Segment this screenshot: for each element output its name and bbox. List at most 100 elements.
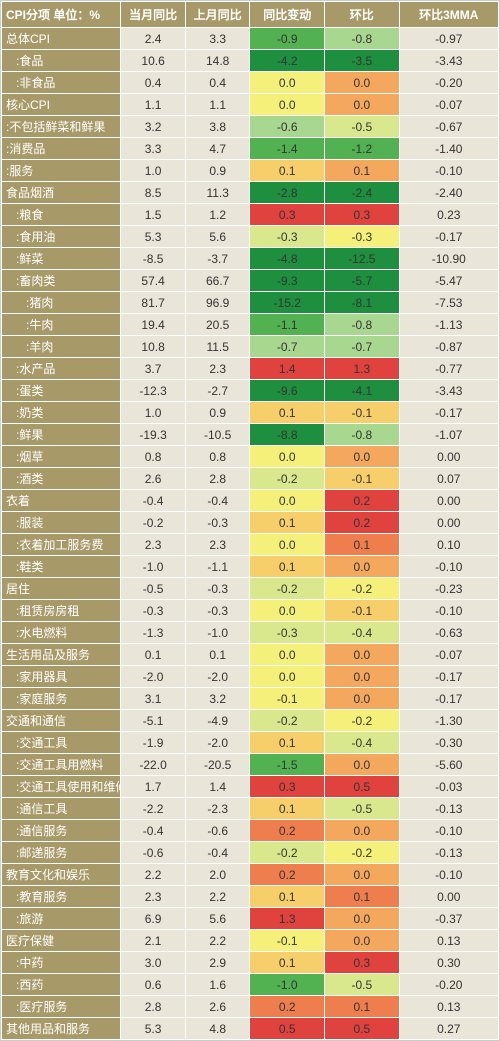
table-row: :酒类2.62.8-0.2-0.10.07 — [2, 468, 499, 490]
row-label: 教育文化和娱乐 — [2, 864, 121, 886]
row-label: :粮食 — [2, 204, 121, 226]
cell-current-yoy: 1.5 — [121, 204, 186, 226]
row-label: 食品烟酒 — [2, 182, 121, 204]
row-label: :旅游 — [2, 908, 121, 930]
cell-prev-yoy: -1.0 — [185, 622, 250, 644]
cell-mom-3mma: -0.30 — [399, 732, 498, 754]
cell-prev-yoy: 2.0 — [185, 864, 250, 886]
cell-mom: -12.5 — [325, 248, 400, 270]
row-label: :酒类 — [2, 468, 121, 490]
cell-current-yoy: 19.4 — [121, 314, 186, 336]
cell-yoy-change: 0.0 — [250, 446, 325, 468]
cell-yoy-change: 0.2 — [250, 864, 325, 886]
row-label: 居住 — [2, 578, 121, 600]
row-label: :租赁房房租 — [2, 600, 121, 622]
cell-mom-3mma: -0.17 — [399, 666, 498, 688]
cell-mom-3mma: 0.00 — [399, 490, 498, 512]
cell-prev-yoy: -3.7 — [185, 248, 250, 270]
col-category: CPI分项 单位：% — [2, 2, 121, 28]
cell-mom-3mma: -0.17 — [399, 402, 498, 424]
table-row: :旅游6.95.61.30.0-0.37 — [2, 908, 499, 930]
cell-prev-yoy: 1.6 — [185, 974, 250, 996]
cell-mom: 0.0 — [325, 908, 400, 930]
cell-mom: 0.0 — [325, 94, 400, 116]
table-row: :猪肉81.796.9-15.2-8.1-7.53 — [2, 292, 499, 314]
cell-prev-yoy: 4.7 — [185, 138, 250, 160]
row-label: :通信服务 — [2, 820, 121, 842]
cell-prev-yoy: 0.9 — [185, 402, 250, 424]
cell-current-yoy: -12.3 — [121, 380, 186, 402]
cell-mom-3mma: -0.10 — [399, 864, 498, 886]
cell-current-yoy: 2.4 — [121, 28, 186, 50]
cell-yoy-change: -0.2 — [250, 468, 325, 490]
table-row: :教育服务2.32.20.10.10.00 — [2, 886, 499, 908]
cell-mom: 0.1 — [325, 886, 400, 908]
cell-mom-3mma: -0.13 — [399, 798, 498, 820]
table-row: :水产品3.72.31.41.3-0.77 — [2, 358, 499, 380]
cell-mom-3mma: -0.10 — [399, 600, 498, 622]
row-label: :教育服务 — [2, 886, 121, 908]
table-row: :家庭服务3.13.2-0.10.0-0.17 — [2, 688, 499, 710]
cell-yoy-change: 0.1 — [250, 160, 325, 182]
cell-prev-yoy: 1.2 — [185, 204, 250, 226]
cell-prev-yoy: -0.4 — [185, 842, 250, 864]
row-label: :不包括鲜菜和鲜果 — [2, 116, 121, 138]
cell-yoy-change: 0.1 — [250, 402, 325, 424]
row-label: :消费品 — [2, 138, 121, 160]
cell-yoy-change: 0.0 — [250, 600, 325, 622]
table-row: :蛋类-12.3-2.7-9.6-4.1-3.43 — [2, 380, 499, 402]
cell-prev-yoy: -4.9 — [185, 710, 250, 732]
table-row: :鲜菜-8.5-3.7-4.8-12.5-10.90 — [2, 248, 499, 270]
cell-current-yoy: 5.3 — [121, 1018, 186, 1040]
cell-yoy-change: -9.3 — [250, 270, 325, 292]
cell-mom-3mma: -2.40 — [399, 182, 498, 204]
row-label: :衣着加工服务费 — [2, 534, 121, 556]
cell-yoy-change: -4.2 — [250, 50, 325, 72]
cell-mom-3mma: 0.07 — [399, 468, 498, 490]
cell-mom: -0.5 — [325, 798, 400, 820]
cell-yoy-change: 0.3 — [250, 776, 325, 798]
row-label: :蛋类 — [2, 380, 121, 402]
row-label: :烟草 — [2, 446, 121, 468]
cell-prev-yoy: 5.6 — [185, 226, 250, 248]
cell-current-yoy: -0.5 — [121, 578, 186, 600]
cell-current-yoy: 10.8 — [121, 336, 186, 358]
row-label: :鞋类 — [2, 556, 121, 578]
cell-current-yoy: 2.8 — [121, 996, 186, 1018]
cell-prev-yoy: 5.6 — [185, 908, 250, 930]
table-row: :交通工具使用和维修1.71.40.30.5-0.03 — [2, 776, 499, 798]
cell-mom-3mma: -0.20 — [399, 72, 498, 94]
cell-current-yoy: -0.6 — [121, 842, 186, 864]
row-label: :西药 — [2, 974, 121, 996]
cell-current-yoy: 8.5 — [121, 182, 186, 204]
row-label: :猪肉 — [2, 292, 121, 314]
cell-mom: -5.7 — [325, 270, 400, 292]
cell-mom-3mma: 0.00 — [399, 512, 498, 534]
table-row: :交通工具-1.9-2.00.1-0.4-0.30 — [2, 732, 499, 754]
cell-yoy-change: -0.1 — [250, 930, 325, 952]
table-row: :通信服务-0.4-0.60.20.0-0.10 — [2, 820, 499, 842]
cell-prev-yoy: 2.2 — [185, 930, 250, 952]
cell-yoy-change: -0.1 — [250, 688, 325, 710]
cell-mom: -0.4 — [325, 732, 400, 754]
cell-yoy-change: 0.2 — [250, 996, 325, 1018]
cell-current-yoy: -22.0 — [121, 754, 186, 776]
cell-current-yoy: -1.9 — [121, 732, 186, 754]
cell-mom-3mma: -5.47 — [399, 270, 498, 292]
cell-yoy-change: 0.0 — [250, 666, 325, 688]
table-row: :医疗服务2.82.60.20.10.13 — [2, 996, 499, 1018]
cell-mom: 0.5 — [325, 776, 400, 798]
cell-yoy-change: 0.1 — [250, 732, 325, 754]
cell-current-yoy: 2.3 — [121, 886, 186, 908]
cell-mom: 1.3 — [325, 358, 400, 380]
row-label: 其他用品和服务 — [2, 1018, 121, 1040]
cell-mom: 0.0 — [325, 820, 400, 842]
table-row: 衣着-0.4-0.40.00.20.00 — [2, 490, 499, 512]
cell-mom-3mma: -0.17 — [399, 688, 498, 710]
cell-mom: -1.2 — [325, 138, 400, 160]
cell-mom: -4.1 — [325, 380, 400, 402]
cell-prev-yoy: -2.3 — [185, 798, 250, 820]
cell-current-yoy: -0.4 — [121, 490, 186, 512]
cell-current-yoy: -2.2 — [121, 798, 186, 820]
cell-yoy-change: -0.3 — [250, 622, 325, 644]
